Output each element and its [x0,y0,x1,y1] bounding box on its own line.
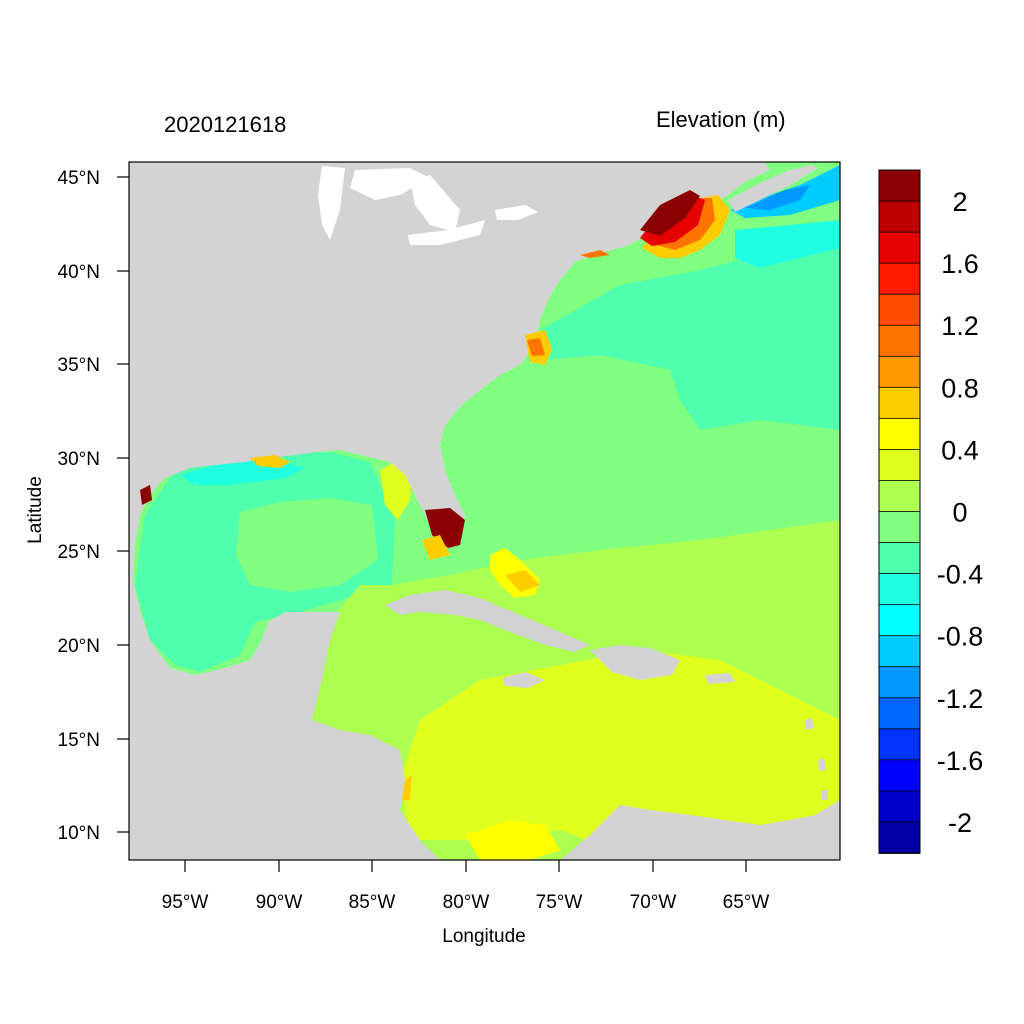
x-tick-label: 70°W [630,892,677,913]
colorbar-label: 0 [952,498,967,528]
colorbar-swatch [878,573,921,606]
colorbar-swatch [878,169,921,202]
ocean-band-caribbean-south [400,650,840,860]
y-tick-label: 40°N [58,262,100,283]
ocean-band-gulf-center [236,498,378,592]
colorbar-label: -1.2 [937,684,984,714]
x-tick-label: 80°W [443,892,490,913]
colorbar-swatch [878,759,921,792]
y-tick-label: 20°N [58,636,100,657]
colorbar-swatch [878,821,921,854]
y-tick-label: 25°N [58,542,100,563]
surge-hotspots [140,190,730,800]
great-lakes [318,166,538,245]
colorbar-swatch [878,635,921,668]
y-tick-label: 45°N [58,168,100,189]
y-tick-label: 30°N [58,449,100,470]
colorbar-swatch [878,697,921,730]
x-tick-label: 75°W [536,892,583,913]
colorbar-swatch [878,355,921,389]
colorbar-label: 2 [952,187,967,217]
y-axis-ticks: 45°N 40°N 35°N 30°N 25°N 20°N 15°N 10°N [58,168,129,844]
x-tick-label: 90°W [256,892,303,913]
colorbar-swatch [878,480,921,513]
colorbar-swatch [878,666,921,699]
y-tick-label: 10°N [58,823,100,844]
colorbar-swatch [878,604,921,637]
y-tick-label: 15°N [58,730,100,751]
date-label: 2020121618 [164,112,287,137]
colorbar-swatch [878,231,921,265]
ocean-band-colombia-coast [465,820,560,860]
ocean-band-negative [745,185,810,210]
map-plot-area [129,162,840,860]
map-frame [128,161,841,861]
x-axis-ticks: 95°W 90°W 85°W 80°W 75°W 70°W 65°W [162,860,770,913]
colorbar-label: -2 [948,808,972,838]
x-tick-label: 65°W [723,892,770,913]
colorbar-label: -0.4 [937,560,984,590]
colorbar-swatch [878,449,921,482]
colorbar-swatch [878,386,921,420]
ocean-band-florida-west-shelf [380,462,412,520]
ocean-band-offshore [735,220,840,268]
colorbar-label: -1.6 [937,746,984,776]
colorbar-swatch [878,324,921,358]
x-tick-label: 95°W [162,892,209,913]
colorbar-swatch [878,790,921,823]
colorbar-label: 1.2 [941,311,979,341]
colorbar: 2 1.6 1.2 0.8 0.4 0 -0.4 -0.8 -1.2 -1.6 -2 [878,169,984,854]
colorbar-label: 0.4 [941,435,979,465]
colorbar-swatch [878,262,921,296]
ocean-band-atlantic-north [540,245,840,430]
colorbar-swatch [878,728,921,761]
variable-label: Elevation (m) [656,107,786,132]
x-tick-label: 85°W [349,892,396,913]
colorbar-swatch [878,293,921,327]
colorbar-swatch [878,200,921,233]
colorbar-label: -0.8 [937,622,984,652]
y-tick-label: 35°N [58,355,100,376]
x-axis-label: Longitude [442,926,526,947]
colorbar-label: 1.6 [941,249,979,279]
colorbar-swatch [878,417,921,451]
colorbar-label: 0.8 [941,373,979,403]
colorbar-swatch [878,511,921,544]
colorbar-frame [878,169,921,854]
colorbar-swatch [878,542,921,575]
